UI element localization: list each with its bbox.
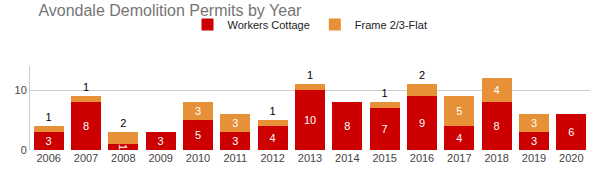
svg-text:5: 5 — [456, 105, 462, 117]
svg-text:2012: 2012 — [260, 152, 284, 164]
svg-text:2013: 2013 — [298, 152, 322, 164]
svg-text:2009: 2009 — [148, 152, 172, 164]
svg-text:3: 3 — [531, 117, 537, 129]
svg-text:6: 6 — [568, 126, 574, 138]
svg-text:2015: 2015 — [372, 152, 396, 164]
svg-text:3: 3 — [195, 105, 201, 117]
svg-text:8: 8 — [494, 120, 500, 132]
svg-text:1: 1 — [382, 87, 388, 99]
svg-text:2010: 2010 — [186, 152, 210, 164]
svg-text:1: 1 — [307, 69, 313, 81]
svg-text:4: 4 — [494, 84, 500, 96]
svg-text:3: 3 — [232, 117, 238, 129]
svg-text:1: 1 — [270, 105, 276, 117]
svg-text:3: 3 — [232, 135, 238, 147]
svg-text:1: 1 — [83, 81, 89, 93]
svg-text:2016: 2016 — [410, 152, 434, 164]
svg-text:1: 1 — [46, 111, 52, 123]
svg-text:1: 1 — [117, 144, 129, 150]
svg-text:2006: 2006 — [36, 152, 60, 164]
svg-text:4: 4 — [270, 132, 276, 144]
svg-text:2: 2 — [120, 117, 126, 129]
svg-text:7: 7 — [382, 123, 388, 135]
svg-text:2020: 2020 — [559, 152, 583, 164]
svg-text:8: 8 — [83, 120, 89, 132]
svg-text:2017: 2017 — [447, 152, 471, 164]
svg-text:Workers Cottage: Workers Cottage — [228, 19, 310, 31]
svg-text:10: 10 — [15, 84, 27, 96]
svg-text:0: 0 — [21, 144, 27, 156]
svg-text:2007: 2007 — [74, 152, 98, 164]
svg-text:3: 3 — [531, 135, 537, 147]
svg-text:Frame 2/3-Flat: Frame 2/3-Flat — [355, 19, 427, 31]
svg-text:2014: 2014 — [335, 152, 359, 164]
svg-text:2019: 2019 — [522, 152, 546, 164]
svg-text:2: 2 — [419, 69, 425, 81]
svg-text:3: 3 — [46, 135, 52, 147]
svg-text:2011: 2011 — [224, 152, 248, 164]
svg-text:2008: 2008 — [111, 152, 135, 164]
svg-text:5: 5 — [195, 129, 201, 141]
svg-text:9: 9 — [419, 117, 425, 129]
svg-text:10: 10 — [304, 114, 316, 126]
svg-text:2018: 2018 — [484, 152, 508, 164]
svg-text:3: 3 — [158, 135, 164, 147]
svg-text:4: 4 — [456, 132, 462, 144]
svg-text:Avondale Demolition Permits by: Avondale Demolition Permits by Year — [38, 2, 302, 19]
svg-text:8: 8 — [344, 120, 350, 132]
